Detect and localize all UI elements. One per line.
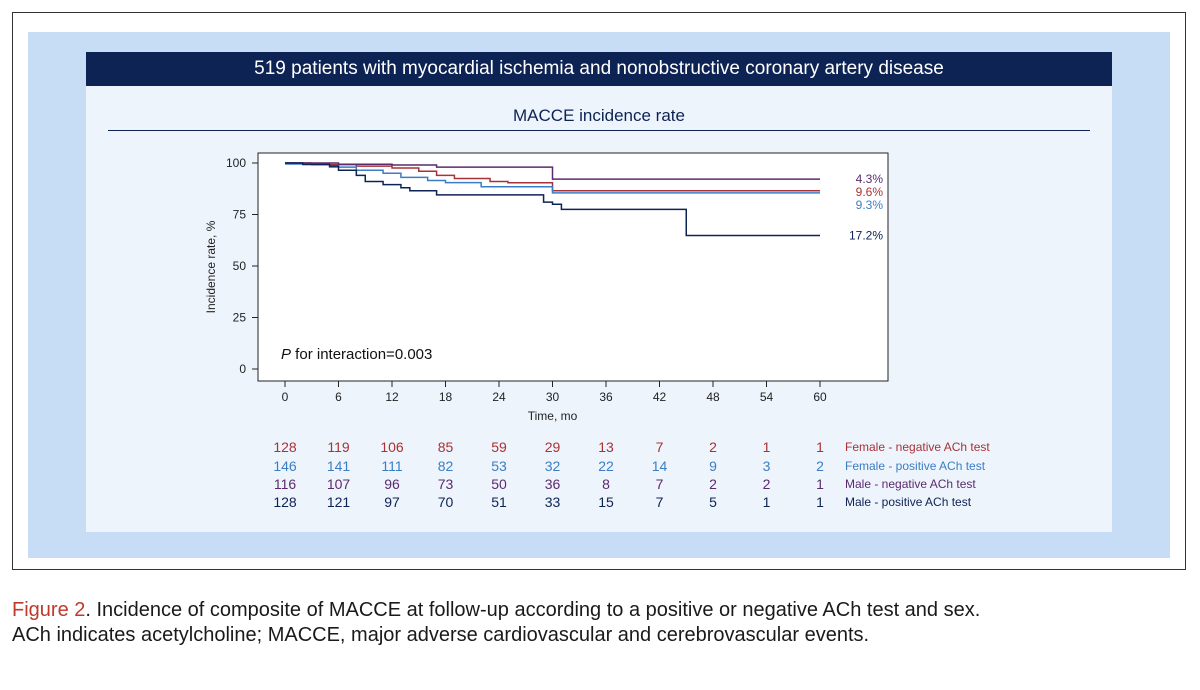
risk-count: 36: [545, 476, 561, 492]
risk-count: 107: [327, 476, 351, 492]
risk-count: 9: [709, 458, 717, 474]
figure-caption: Figure 2. Incidence of composite of MACC…: [12, 598, 1188, 648]
figure-label: Figure 2: [12, 599, 86, 621]
risk-count: 53: [491, 458, 507, 474]
risk-count: 50: [491, 476, 507, 492]
x-tick-label: 24: [492, 390, 506, 404]
risk-count: 141: [327, 458, 351, 474]
risk-count: 59: [491, 439, 507, 455]
risk-row-label: Female - negative ACh test: [845, 440, 990, 454]
caption-text-1: . Incidence of composite of MACCE at fol…: [85, 599, 981, 621]
caption-line-1: Figure 2. Incidence of composite of MACC…: [12, 598, 1188, 623]
risk-count: 106: [380, 439, 404, 455]
risk-count: 73: [438, 476, 454, 492]
risk-row-label: Female - positive ACh test: [845, 459, 986, 473]
risk-count: 128: [273, 439, 297, 455]
risk-count: 2: [709, 439, 717, 455]
risk-count: 1: [763, 494, 771, 510]
y-tick-label: 0: [239, 362, 246, 376]
risk-count: 29: [545, 439, 561, 455]
risk-count: 8: [602, 476, 610, 492]
x-tick-label: 54: [760, 390, 774, 404]
risk-count: 33: [545, 494, 561, 510]
risk-count: 15: [598, 494, 614, 510]
series-line-4: [285, 162, 820, 237]
y-tick-label: 50: [233, 259, 247, 273]
risk-count: 22: [598, 458, 614, 474]
series-end-label-3: 4.3%: [856, 172, 884, 186]
risk-count: 1: [816, 476, 824, 492]
x-tick-label: 0: [282, 390, 289, 404]
risk-row-label: Male - positive ACh test: [845, 495, 972, 509]
risk-count: 121: [327, 494, 351, 510]
series-end-label-1: 9.6%: [856, 185, 884, 199]
risk-count: 96: [384, 476, 400, 492]
risk-count: 3: [763, 458, 771, 474]
risk-count: 111: [381, 458, 402, 474]
risk-count: 7: [656, 439, 664, 455]
risk-count: 14: [652, 458, 668, 474]
risk-count: 146: [273, 458, 297, 474]
risk-count: 7: [656, 494, 664, 510]
x-tick-label: 42: [653, 390, 667, 404]
risk-count: 1: [816, 439, 824, 455]
risk-count: 32: [545, 458, 561, 474]
risk-count: 2: [816, 458, 824, 474]
p-value-text: for interaction=0.003: [291, 346, 432, 363]
p-symbol: P: [281, 346, 291, 363]
risk-count: 13: [598, 439, 614, 455]
risk-count: 2: [763, 476, 771, 492]
p-interaction-annotation: P for interaction=0.003: [281, 346, 432, 363]
title-rule: [108, 130, 1090, 131]
risk-count: 70: [438, 494, 454, 510]
risk-count: 51: [491, 494, 507, 510]
x-tick-label: 48: [706, 390, 720, 404]
x-tick-label: 36: [599, 390, 613, 404]
series-end-label-2: 9.3%: [856, 198, 884, 212]
x-tick-label: 12: [385, 390, 399, 404]
x-tick-label: 60: [813, 390, 827, 404]
series-end-label-4: 17.2%: [849, 229, 883, 243]
x-tick-label: 30: [546, 390, 560, 404]
y-tick-label: 100: [226, 156, 246, 170]
risk-count: 1: [763, 439, 771, 455]
risk-count: 5: [709, 494, 717, 510]
panel-header: 519 patients with myocardial ischemia an…: [86, 52, 1112, 86]
y-tick-label: 75: [233, 208, 247, 222]
risk-count: 116: [274, 476, 297, 492]
risk-count: 128: [273, 494, 297, 510]
x-axis-label: Time, mo: [528, 409, 578, 423]
risk-count: 82: [438, 458, 454, 474]
risk-count: 1: [816, 494, 824, 510]
risk-count: 7: [656, 476, 664, 492]
y-axis-label: Incidence rate, %: [204, 220, 218, 313]
y-tick-label: 25: [233, 311, 247, 325]
chart-title: MACCE incidence rate: [513, 106, 685, 125]
series-line-3: [285, 162, 820, 180]
risk-count: 97: [384, 494, 400, 510]
x-tick-label: 18: [439, 390, 453, 404]
risk-count: 85: [438, 439, 454, 455]
caption-line-2: ACh indicates acetylcholine; MACCE, majo…: [12, 624, 870, 646]
series-line-2: [285, 163, 820, 194]
risk-count: 2: [709, 476, 717, 492]
risk-row-label: Male - negative ACh test: [845, 477, 976, 491]
x-tick-label: 6: [335, 390, 342, 404]
risk-count: 119: [327, 439, 350, 455]
